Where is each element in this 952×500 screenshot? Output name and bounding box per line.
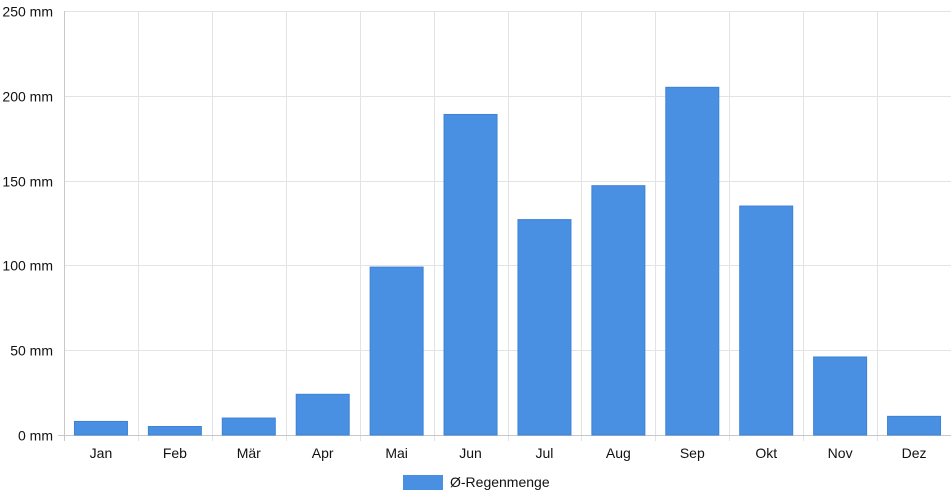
bar-aug[interactable] [591,185,646,436]
y-axis-tick-labels: 0 mm 50 mm 100 mm 150 mm 200 mm 250 mm [2,4,53,444]
bar-sep[interactable] [665,86,720,436]
bar-jul[interactable] [517,219,572,436]
legend-label[interactable]: Ø-Regenmenge [450,474,550,490]
x-tick-label: Mär [237,445,261,461]
x-tick-label: Sep [680,445,705,461]
x-tick-label: Okt [755,445,777,461]
bar-nov[interactable] [813,356,868,436]
y-tick-label: 200 mm [2,89,53,105]
legend-swatch[interactable] [403,475,443,490]
y-tick-label: 100 mm [2,258,53,274]
legend[interactable]: Ø-Regenmenge [403,474,550,490]
grid-lines [64,11,951,441]
x-axis-tick-labels: Jan Feb Mär Apr Mai Jun Jul Aug Sep Okt Nov Dez [90,445,927,461]
bar-dez[interactable] [887,415,942,436]
x-tick-label: Jun [459,445,482,461]
x-tick-label: Jan [90,445,113,461]
x-tick-label: Apr [312,445,334,461]
axes [58,11,951,441]
y-tick-label: 0 mm [18,428,53,444]
bar-okt[interactable] [739,205,794,436]
x-tick-label: Feb [163,445,187,461]
bar-apr[interactable] [295,393,350,436]
x-tick-label: Jul [536,445,554,461]
x-tick-label: Dez [902,445,927,461]
y-tick-label: 50 mm [10,343,53,359]
y-tick-label: 250 mm [2,4,53,20]
x-tick-label: Nov [828,445,853,461]
y-tick-label: 150 mm [2,174,53,190]
bar-mär[interactable] [221,417,276,436]
x-tick-label: Mai [385,445,408,461]
bars [73,86,942,436]
bar-jun[interactable] [443,113,498,436]
bar-feb[interactable] [147,426,202,436]
bar-mai[interactable] [369,266,424,436]
bar-jan[interactable] [73,420,128,436]
x-tick-label: Aug [606,445,631,461]
